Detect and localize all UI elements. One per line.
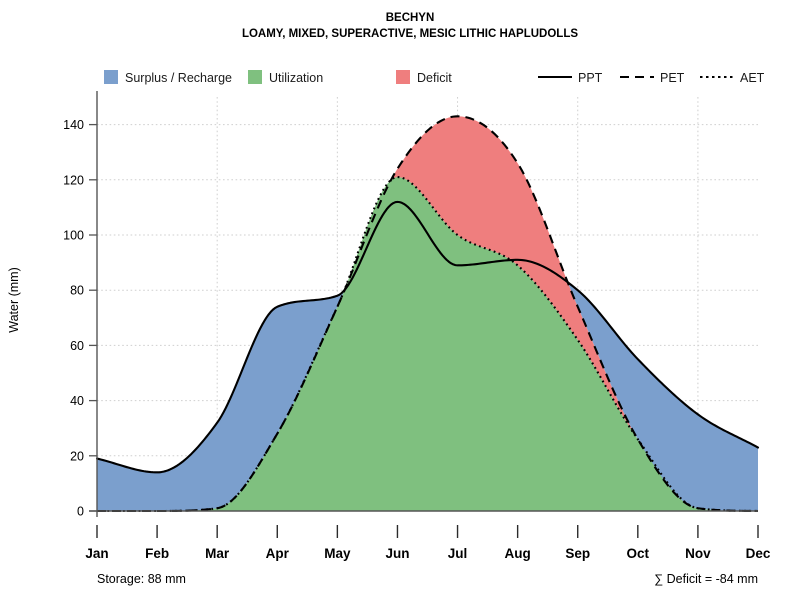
legend-swatch-3 <box>396 70 410 84</box>
legend-linelabel-ppt: PPT <box>578 71 603 85</box>
x-tick-label-may: May <box>324 546 351 561</box>
series-line-ppt <box>95 200 760 474</box>
area-utilization <box>97 177 758 512</box>
legend-label-3: Deficit <box>417 71 452 85</box>
x-tick-label-sep: Sep <box>565 546 590 561</box>
storage-annotation: Storage: 88 mm <box>97 572 186 586</box>
x-tick-label-jun: Jun <box>385 546 409 561</box>
legend-label-2: Utilization <box>269 71 323 85</box>
y-tick-label-40: 40 <box>70 394 84 408</box>
y-tick-label-60: 60 <box>70 339 84 353</box>
y-tick-label-120: 120 <box>63 173 84 187</box>
x-tick-label-jan: Jan <box>85 546 108 561</box>
page-subtitle: LOAMY, MIXED, SUPERACTIVE, MESIC LITHIC … <box>242 28 578 40</box>
legend-linelabel-aet: AET <box>740 71 765 85</box>
x-tick-label-dec: Dec <box>746 546 771 561</box>
legend-linelabel-pet: PET <box>660 71 685 85</box>
legend-swatch-1 <box>104 70 118 84</box>
legend-swatch-2 <box>248 70 262 84</box>
x-tick-label-jul: Jul <box>448 546 468 561</box>
y-tick-label-0: 0 <box>77 505 84 519</box>
x-tick-label-mar: Mar <box>205 546 230 561</box>
x-tick-label-aug: Aug <box>505 546 531 561</box>
x-tick-label-apr: Apr <box>266 546 290 561</box>
legend-label-1: Surplus / Recharge <box>125 71 232 85</box>
y-tick-label-140: 140 <box>63 118 84 132</box>
y-tick-label-20: 20 <box>70 449 84 463</box>
y-tick-label-100: 100 <box>63 229 84 243</box>
area-deficit <box>339 116 636 437</box>
y-axis-title: Water (mm) <box>7 267 21 333</box>
x-tick-label-oct: Oct <box>627 546 650 561</box>
x-tick-label-feb: Feb <box>145 546 169 561</box>
y-tick-label-80: 80 <box>70 284 84 298</box>
deficit-annotation: ∑ Deficit = -84 mm <box>654 572 758 586</box>
series-line-pet <box>97 115 759 513</box>
x-tick-label-nov: Nov <box>685 546 711 561</box>
page-title: BECHYN <box>386 12 435 24</box>
